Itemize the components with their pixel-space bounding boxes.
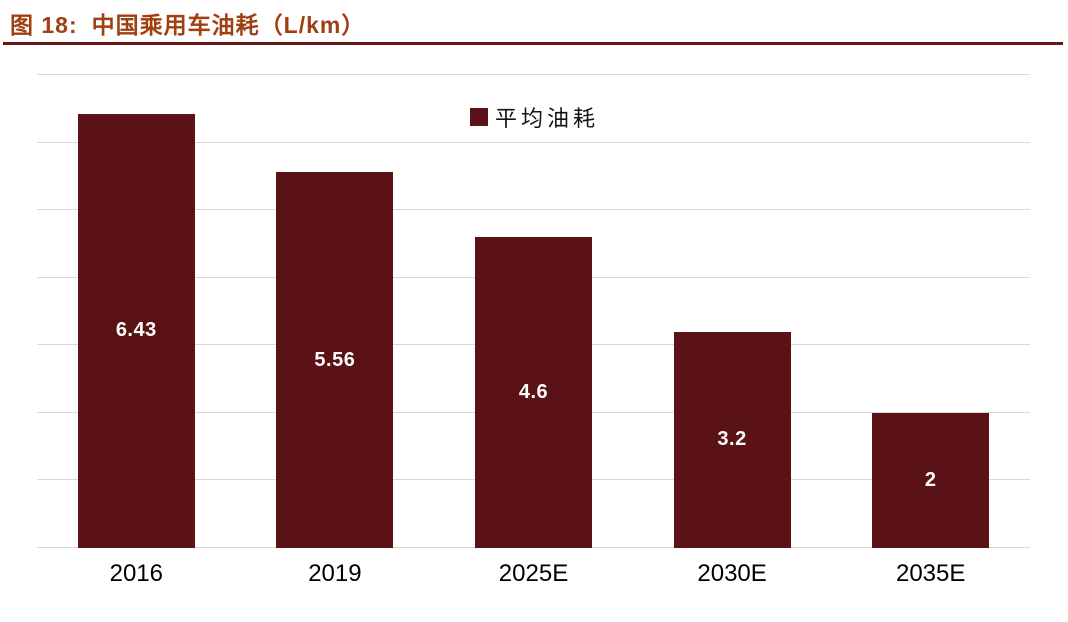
bar-value-label: 2 [924, 468, 937, 491]
legend-swatch-icon [470, 108, 488, 126]
bar: 3.2 [673, 331, 791, 548]
bar-value-label: 3.2 [717, 428, 747, 451]
plot-area: 6.43 5.56 4.6 3.2 2 [37, 74, 1030, 548]
figure-title: 中国乘用车油耗（L/km） [91, 12, 366, 38]
x-axis-tick-label: 2016 [109, 560, 163, 587]
gridline [37, 209, 1030, 211]
bar: 2 [872, 412, 990, 548]
bar: 6.43 [77, 113, 195, 548]
gridline [37, 74, 1030, 75]
legend: 平均油耗 [470, 101, 599, 133]
bar: 4.6 [474, 237, 593, 548]
figure-header: 图 18: 中国乘用车油耗（L/km） [10, 6, 365, 40]
legend-label: 平均油耗 [495, 106, 600, 131]
title-underline [3, 42, 1063, 45]
x-axis-tick-label: 2035E [895, 560, 966, 587]
gridline [37, 141, 1030, 143]
figure-label: 图 18: [10, 12, 78, 38]
bar-value-label: 4.6 [518, 381, 549, 404]
x-axis-labels: 2016 2019 2025E 2030E 2035E [37, 560, 1030, 592]
bar: 5.56 [276, 172, 394, 548]
bar-value-label: 5.56 [314, 348, 356, 371]
x-axis-tick-label: 2019 [308, 560, 362, 587]
x-axis-tick-label: 2030E [697, 560, 767, 587]
x-axis-tick-label: 2025E [498, 560, 569, 587]
bar-value-label: 6.43 [115, 319, 157, 342]
